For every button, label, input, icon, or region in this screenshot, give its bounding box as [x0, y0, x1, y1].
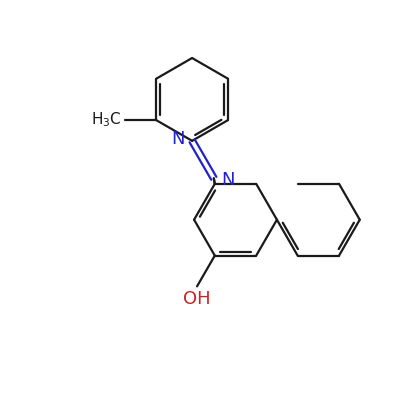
Text: OH: OH: [183, 290, 211, 308]
Text: N: N: [172, 130, 185, 148]
Text: N: N: [221, 171, 234, 189]
Text: H$_3$C: H$_3$C: [91, 111, 122, 130]
